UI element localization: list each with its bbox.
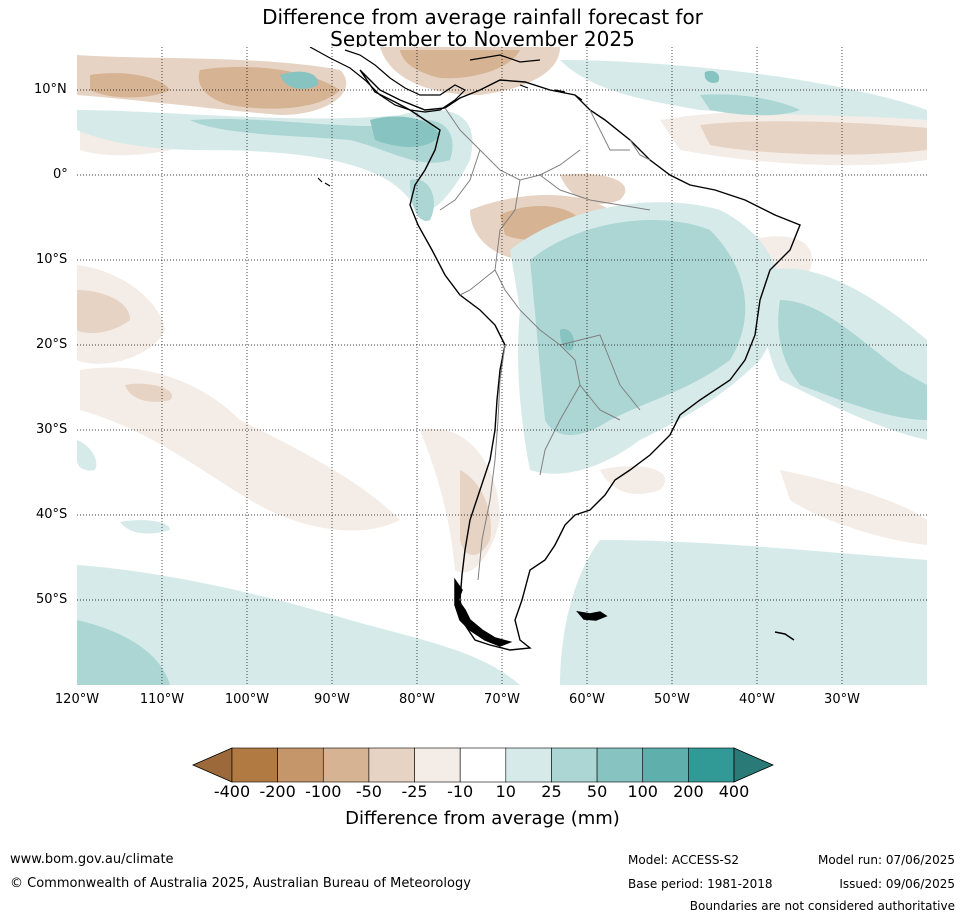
colorbar-segment (322, 747, 370, 783)
lat-label: 20°S (36, 337, 68, 352)
colorbar-tick-label: -200 (259, 782, 296, 801)
colorbar-tick-label: -400 (213, 782, 251, 801)
lat-label: 10°S (36, 252, 68, 267)
lon-label: 90°W (314, 692, 350, 707)
colorbar (192, 747, 774, 783)
map-title-line1: Difference from average rainfall forecas… (262, 5, 703, 29)
lon-label: 80°W (399, 692, 435, 707)
colorbar-segment (414, 747, 461, 783)
colorbar-tick-label: -25 (401, 782, 428, 801)
colorbar-segment (277, 747, 324, 783)
lon-label: 30°W (824, 692, 860, 707)
rainfall-map (77, 47, 927, 685)
colorbar-tick-label: 25 (541, 782, 562, 801)
colorbar-segment (596, 747, 644, 783)
issued-text: Issued: 09/06/2025 (839, 877, 955, 891)
colorbar-tick-label: 200 (673, 782, 704, 801)
colorbar-arrow-low (192, 747, 233, 783)
lat-label: 50°S (36, 592, 68, 607)
graticule (77, 47, 927, 685)
central-america-coastline (309, 47, 467, 113)
colorbar-tick-label: 100 (627, 782, 658, 801)
lon-label: 120°W (54, 692, 100, 707)
colorbar-tick-label: 10 (495, 782, 516, 801)
map-title-line2: September to November 2025 (330, 27, 635, 51)
lat-label: 10°N (34, 82, 67, 97)
lon-label: 40°W (739, 692, 775, 707)
lon-label: 100°W (224, 692, 270, 707)
colorbar-tick-label: 50 (586, 782, 608, 801)
chile-fjords (454, 577, 513, 647)
copyright-text: © Commonwealth of Australia 2025, Austra… (10, 876, 471, 891)
lat-label: 30°S (36, 422, 68, 437)
country-borders (439, 107, 651, 581)
colorbar-segment (505, 747, 552, 783)
lon-label: 50°W (654, 692, 690, 707)
map-area (77, 47, 927, 685)
south-georgia (774, 631, 795, 641)
lon-label: 70°W (484, 692, 520, 707)
falkland-islands (576, 610, 608, 621)
model-text: Model: ACCESS-S2 (628, 853, 740, 867)
colorbar-arrow-high (733, 747, 774, 783)
website-text: www.bom.gov.au/climate (10, 852, 174, 867)
colorbar-segment (642, 747, 689, 783)
colorbar-segment (459, 747, 507, 783)
colorbar-label: Difference from average (mm) (345, 808, 620, 829)
wetter-regions-strong (280, 70, 720, 351)
colorbar-tick-label: -100 (305, 782, 342, 801)
colorbar-tick-label: -50 (355, 782, 382, 801)
colorbar-segment (551, 747, 598, 783)
south-america-coastline (359, 69, 801, 651)
disclaimer-text: Boundaries are not considered authoritat… (689, 899, 955, 913)
colorbar-segment (231, 747, 278, 783)
lon-label: 60°W (569, 692, 605, 707)
colorbar-tick-label: 400 (718, 782, 750, 801)
lat-label: 0° (53, 167, 68, 182)
lat-label: 40°S (36, 507, 68, 522)
model-run-text: Model run: 07/06/2025 (817, 853, 955, 867)
colorbar-segment (688, 747, 735, 783)
caribbean-islands (469, 54, 583, 101)
base-period-text: Base period: 1981-2018 (628, 877, 773, 891)
galapagos-islands (317, 177, 331, 187)
colorbar-segment (368, 747, 415, 783)
colorbar-tick-label: -10 (447, 782, 474, 801)
lon-label: 110°W (139, 692, 185, 707)
